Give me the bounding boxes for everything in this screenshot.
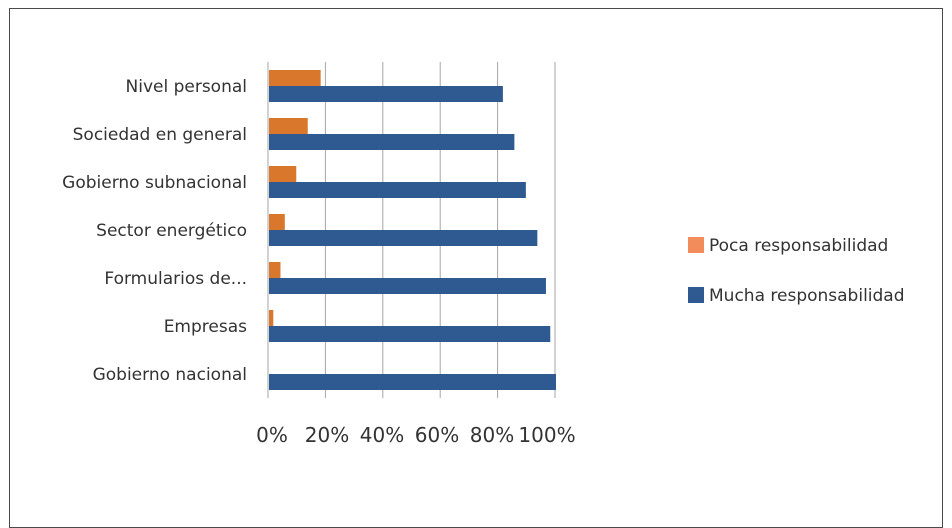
legend-label: Mucha responsabilidad xyxy=(709,286,905,306)
bar-1 xyxy=(269,86,503,102)
legend-swatch xyxy=(688,237,704,253)
x-tick-label: 0% xyxy=(256,423,288,447)
category-label: Sector energético xyxy=(96,221,247,241)
category-label: Formularios de... xyxy=(104,269,247,289)
bar-1 xyxy=(269,134,515,150)
bars xyxy=(269,70,556,390)
bar-0 xyxy=(269,214,285,230)
bar-0 xyxy=(269,262,281,278)
bar-0 xyxy=(269,166,297,182)
legend: Poca responsabilidad Mucha responsabilida… xyxy=(688,236,905,306)
bar-0 xyxy=(269,118,308,134)
x-tick-label: 60% xyxy=(415,423,459,447)
category-labels: Nivel personal Sociedad en general Gobiern… xyxy=(62,77,247,385)
bar-1 xyxy=(269,182,526,198)
bar-0 xyxy=(269,70,321,86)
category-label: Gobierno subnacional xyxy=(62,173,247,193)
bar-1 xyxy=(269,326,551,342)
bar-chart: Nivel personal Sociedad en general Gobiern… xyxy=(62,62,905,447)
x-tick-label: 20% xyxy=(305,423,349,447)
category-label: Gobierno nacional xyxy=(93,365,247,385)
x-tick-label: 100% xyxy=(518,423,575,447)
category-label: Sociedad en general xyxy=(73,125,247,145)
bar-1 xyxy=(269,230,538,246)
legend-swatch xyxy=(688,287,704,303)
x-tick-label: 80% xyxy=(470,423,514,447)
category-label: Empresas xyxy=(164,317,247,337)
x-tick-labels: 0% 20% 40% 60% 80% 100% xyxy=(256,423,575,447)
legend-label: Poca responsabilidad xyxy=(709,236,888,256)
category-label: Nivel personal xyxy=(126,77,248,97)
bar-1 xyxy=(269,374,556,390)
x-tick-label: 40% xyxy=(360,423,404,447)
bar-0 xyxy=(269,310,274,326)
bar-1 xyxy=(269,278,546,294)
